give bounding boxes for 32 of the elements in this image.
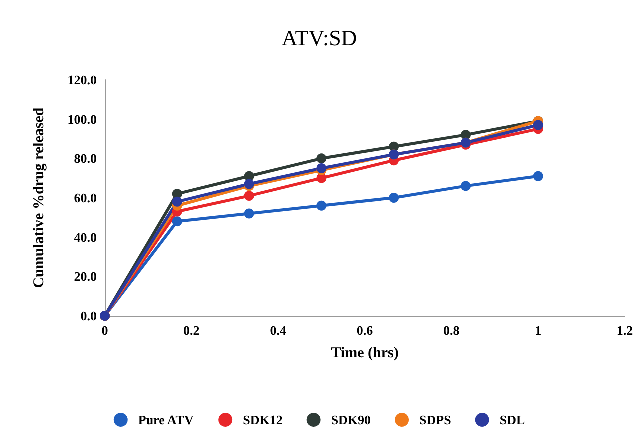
y-tick-label: 40.0 — [74, 230, 97, 245]
x-tick-label: 1.2 — [616, 323, 634, 338]
point — [533, 171, 544, 182]
point — [389, 193, 400, 203]
x-tick-label: 0.6 — [356, 323, 374, 338]
legend-label: SDK12 — [243, 412, 283, 428]
chart-title: ATV:SD — [282, 26, 358, 50]
legend-label: SDPS — [420, 412, 452, 428]
point — [244, 208, 254, 219]
x-tick-label: 0.4 — [270, 323, 287, 338]
y-tick-label: 0.0 — [80, 308, 97, 324]
legend-label: SDL — [500, 412, 526, 428]
y-tick-label: 60.0 — [74, 190, 97, 206]
y-axis-title: Cumulative %drug released — [32, 107, 48, 288]
y-tick-label: 20.0 — [74, 269, 97, 284]
point — [172, 196, 182, 207]
point — [316, 154, 327, 164]
point — [533, 120, 544, 130]
x-tick-label: 0.2 — [184, 323, 200, 338]
y-tick-label: 80.0 — [74, 151, 97, 166]
legend-label: Pure ATV — [138, 412, 194, 428]
x-axis-title: Time (hrs) — [331, 346, 399, 362]
y-tick-label: 100.0 — [68, 112, 97, 127]
point — [244, 191, 254, 202]
y-tick-label: 120.0 — [68, 72, 97, 88]
legend-label: SDK90 — [331, 412, 372, 428]
point — [460, 181, 471, 192]
x-tick-label: 0 — [102, 323, 108, 338]
point — [172, 216, 182, 227]
point — [316, 200, 327, 211]
x-tick-label: 0.8 — [444, 323, 460, 338]
x-tick-label: 1 — [535, 323, 542, 338]
